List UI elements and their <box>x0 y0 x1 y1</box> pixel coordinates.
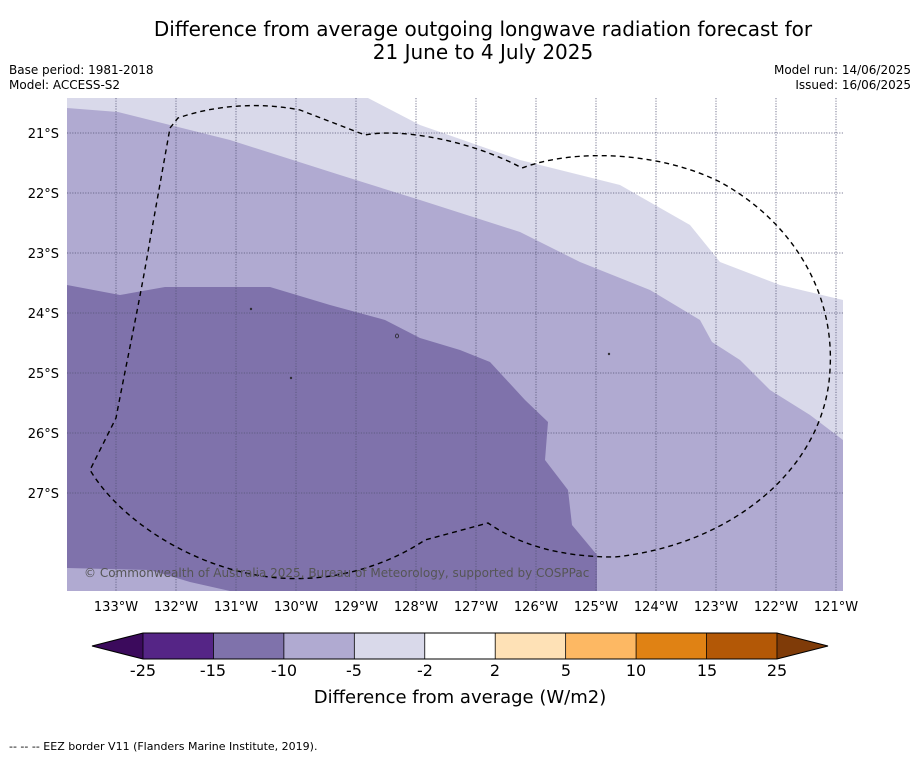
lat-label: 27°S <box>28 487 59 502</box>
colorbar-tick: 5 <box>561 661 571 680</box>
island <box>395 333 399 339</box>
lon-label: 131°W <box>214 600 258 615</box>
lat-label: 25°S <box>28 367 59 382</box>
colorbar-segment <box>213 633 284 659</box>
copyright-notice: © Commonwealth of Australia 2025, Bureau… <box>84 566 589 580</box>
colorbar-tick: -10 <box>271 661 297 680</box>
colorbar-extend-low <box>92 633 143 659</box>
colorbar-segment <box>354 633 425 659</box>
issued-date: Issued: 16/06/2025 <box>795 78 911 92</box>
region-minus15-to-minus10 <box>67 285 597 591</box>
graticule <box>67 98 843 591</box>
colorbar-label: Difference from average (W/m2) <box>314 687 606 708</box>
colorbar-segment <box>143 633 214 659</box>
model-run: Model run: 14/06/2025 <box>773 63 911 77</box>
lat-label: 22°S <box>28 187 59 202</box>
lon-label: 130°W <box>274 600 318 615</box>
colorbar-tick: 2 <box>490 661 500 680</box>
lat-label: 23°S <box>28 247 59 262</box>
lon-label: 126°W <box>514 600 558 615</box>
colorbar-tick: -5 <box>346 661 362 680</box>
eez-border <box>89 104 832 580</box>
lon-label: 128°W <box>394 600 438 615</box>
lon-label: 124°W <box>634 600 678 615</box>
meta-left: Base period: 1981-2018 Model: ACCESS-S2 <box>9 63 154 93</box>
lon-label: 125°W <box>574 600 618 615</box>
colorbar-segment <box>636 633 707 659</box>
colorbar-tick: 25 <box>767 661 787 680</box>
longitude-labels: 133°W 132°W 131°W 130°W 129°W 128°W 127°… <box>94 600 858 615</box>
colorbar-tick: -25 <box>130 661 156 680</box>
region-minus10-patch <box>67 568 230 591</box>
model-name: Model: ACCESS-S2 <box>9 78 121 92</box>
lon-label: 122°W <box>754 600 798 615</box>
map-figure: © Commonwealth of Australia 2025, Bureau… <box>28 98 858 708</box>
lon-label: 129°W <box>334 600 378 615</box>
island <box>249 307 253 311</box>
lat-label: 26°S <box>28 427 59 442</box>
title-line-2: 21 June to 4 July 2025 <box>372 40 594 64</box>
map-title: Difference from average outgoing longwav… <box>0 18 919 64</box>
lon-label: 132°W <box>154 600 198 615</box>
colorbar-ticks: -25 -15 -10 -5 -2 2 5 10 15 25 <box>130 661 787 680</box>
island <box>289 376 293 380</box>
colorbar <box>91 632 829 660</box>
colorbar-tick: 15 <box>697 661 717 680</box>
colorbar-tick: 10 <box>626 661 646 680</box>
colorbar-segment <box>283 633 355 659</box>
colorbar-tick: -15 <box>200 661 226 680</box>
lat-label: 21°S <box>28 127 59 142</box>
latitude-labels: 21°S 22°S 23°S 24°S 25°S 26°S 27°S <box>28 127 59 502</box>
colorbar-extend-high <box>776 633 828 659</box>
colorbar-segment <box>495 633 566 659</box>
islands <box>249 307 611 380</box>
colorbar-segment <box>424 633 496 659</box>
meta-right: Model run: 14/06/2025 Issued: 16/06/2025 <box>774 63 911 93</box>
title-line-1: Difference from average outgoing longwav… <box>153 17 813 41</box>
base-period: Base period: 1981-2018 <box>9 63 154 77</box>
lon-label: 123°W <box>694 600 738 615</box>
lon-label: 127°W <box>454 600 498 615</box>
lon-label: 121°W <box>814 600 858 615</box>
lat-label: 24°S <box>28 307 59 322</box>
island <box>607 352 611 356</box>
colorbar-segment <box>706 633 777 659</box>
colorbar-segment <box>565 633 637 659</box>
eez-legend-note: -- -- -- EEZ border V11 (Flanders Marine… <box>9 740 318 753</box>
colorbar-tick: -2 <box>417 661 433 680</box>
map-area: © Commonwealth of Australia 2025, Bureau… <box>67 98 843 591</box>
lon-label: 133°W <box>94 600 138 615</box>
